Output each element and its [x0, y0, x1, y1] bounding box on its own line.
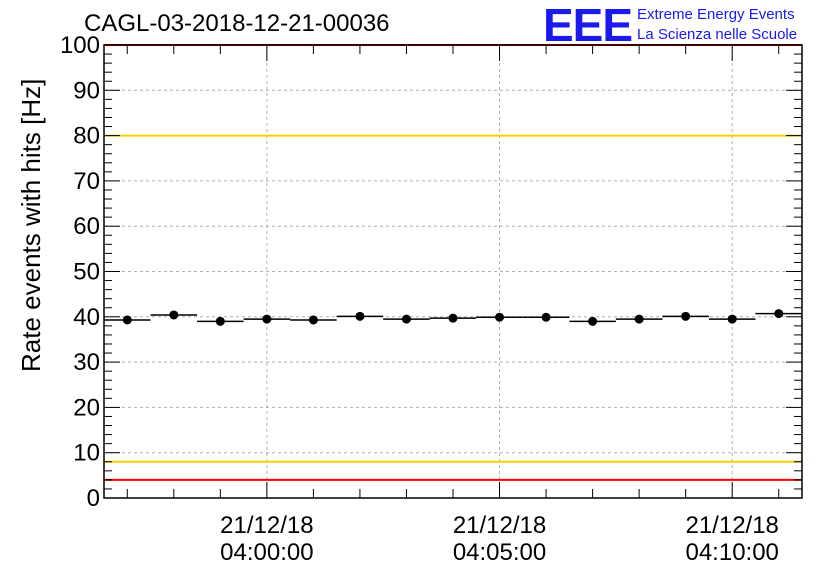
y-tick-label-50: 50 [73, 259, 100, 286]
y-tick-label-60: 60 [73, 213, 100, 240]
y-tick-label-90: 90 [73, 77, 100, 104]
data-point-8 [495, 312, 505, 322]
chart-title: CAGL-03-2018-12-21-00036 [84, 10, 390, 37]
x-tick-label-time-0: 04:00:00 [220, 539, 313, 566]
data-point-9 [541, 312, 551, 322]
data-point-10 [588, 316, 598, 326]
data-point-14 [774, 309, 784, 319]
y-tick-label-100: 100 [60, 32, 100, 59]
x-tick-label-date-0: 21/12/18 [220, 512, 313, 539]
y-tick-label-80: 80 [73, 123, 100, 150]
y-tick-label-30: 30 [73, 349, 100, 376]
y-tick-label-10: 10 [73, 440, 100, 467]
y-tick-label-70: 70 [73, 168, 100, 195]
y-tick-label-40: 40 [73, 304, 100, 331]
data-point-11 [634, 314, 644, 324]
y-tick-label-0: 0 [87, 485, 100, 512]
data-point-12 [681, 311, 691, 321]
eee-logo-mark: EEE [543, 0, 633, 51]
x-tick-label-time-10: 04:10:00 [685, 539, 778, 566]
data-point-13 [727, 314, 737, 324]
data-point-5 [355, 311, 365, 321]
x-tick-label-date-10: 21/12/18 [685, 512, 778, 539]
data-point-1 [169, 310, 179, 320]
data-point-3 [262, 314, 272, 324]
data-point-2 [215, 316, 225, 326]
y-tick-label-20: 20 [73, 394, 100, 421]
data-point-7 [448, 313, 458, 323]
x-tick-label-time-5: 04:05:00 [453, 539, 546, 566]
logo-line-1: Extreme Energy Events [637, 6, 795, 23]
data-point-4 [308, 315, 318, 325]
data-point-6 [401, 314, 411, 324]
x-tick-label-date-5: 21/12/18 [453, 512, 546, 539]
logo-line-2: La Scienza nelle Scuole [637, 26, 798, 43]
data-point-0 [122, 315, 132, 325]
